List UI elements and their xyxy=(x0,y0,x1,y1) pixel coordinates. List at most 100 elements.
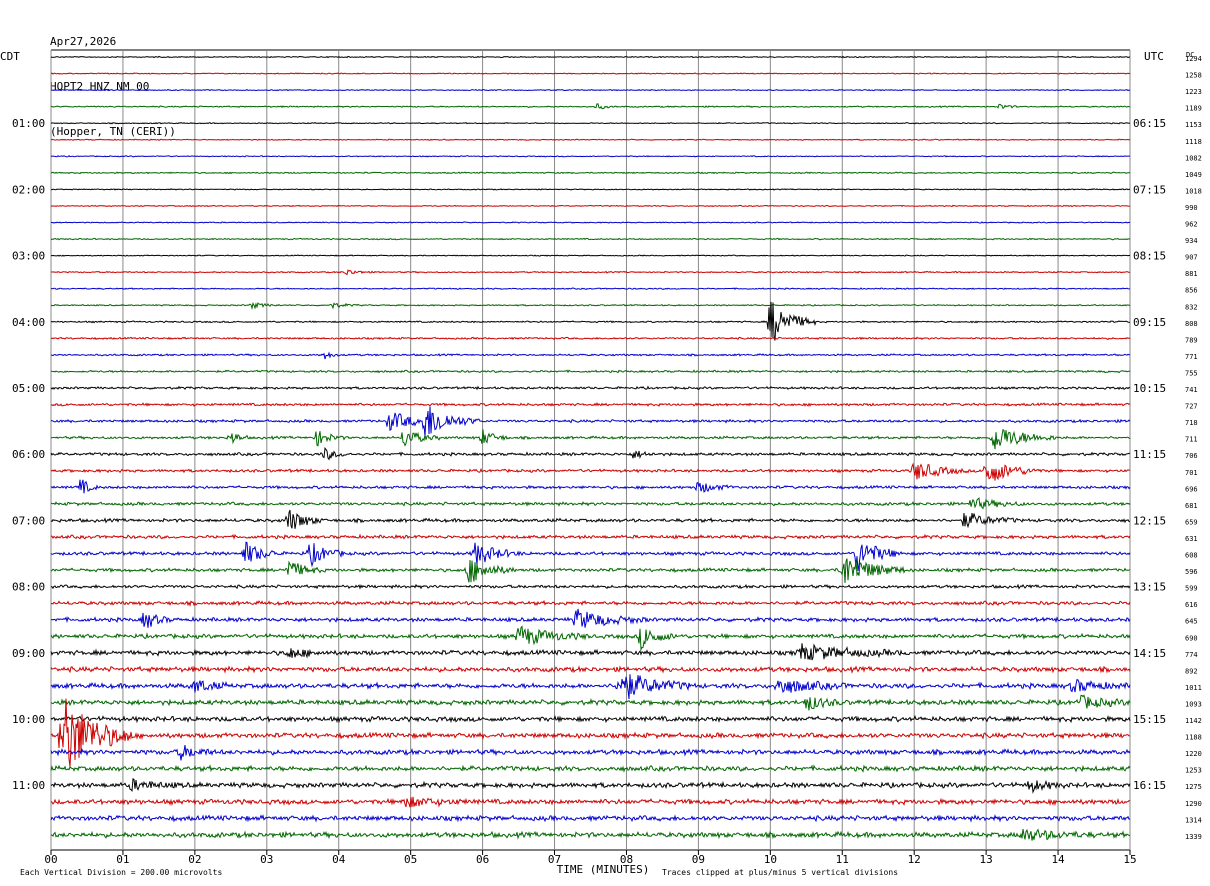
right-hour-label: 09:15 xyxy=(1133,316,1166,329)
dc-value-label: 681 xyxy=(1185,502,1198,510)
right-hour-label: 07:15 xyxy=(1133,183,1166,196)
minute-tick-label: 11 xyxy=(836,853,849,866)
right-hour-label: 11:15 xyxy=(1133,448,1166,461)
left-hour-label: 04:00 xyxy=(12,316,45,329)
minute-tick-label: 06 xyxy=(476,853,489,866)
trace-line xyxy=(50,55,1131,59)
trace-line xyxy=(50,188,1131,191)
scale-note: Each Vertical Division = 200.00 microvol… xyxy=(20,868,222,877)
trace-line xyxy=(50,336,1131,341)
minute-tick-label: 13 xyxy=(980,853,993,866)
dc-value-label: 962 xyxy=(1185,221,1198,229)
dc-value-label: 645 xyxy=(1185,618,1198,626)
dc-value-label: 1220 xyxy=(1185,750,1202,758)
trace-line xyxy=(50,777,1131,794)
trace-line xyxy=(50,558,1131,584)
dc-value-label: 1314 xyxy=(1185,816,1202,824)
dc-value-label: 1294 xyxy=(1185,55,1202,63)
dc-value-label: 1290 xyxy=(1185,800,1202,808)
dc-value-label: 690 xyxy=(1185,634,1198,642)
dc-value-label: 1118 xyxy=(1185,138,1202,146)
dc-value-label: 808 xyxy=(1185,320,1198,328)
seismic-traces xyxy=(50,55,1131,841)
trace-line xyxy=(50,599,1131,607)
minute-tick-label: 09 xyxy=(692,853,705,866)
trace-line xyxy=(50,533,1131,540)
dc-value-label: 1082 xyxy=(1185,154,1202,162)
minute-tick-label: 04 xyxy=(332,853,346,866)
dc-value-label: 934 xyxy=(1185,237,1198,245)
dc-value-label: 771 xyxy=(1185,353,1198,361)
trace-line xyxy=(50,103,1131,110)
trace-line xyxy=(50,155,1131,158)
trace-line xyxy=(50,541,1131,572)
dc-value-label: 774 xyxy=(1185,651,1198,659)
trace-line xyxy=(50,204,1131,208)
trace-line xyxy=(50,138,1131,141)
dc-value-label: 727 xyxy=(1185,403,1198,411)
minute-tick-label: 07 xyxy=(548,853,561,866)
dc-value-label: 1189 xyxy=(1185,105,1202,113)
right-hour-label: 12:15 xyxy=(1133,514,1166,527)
station-location: (Hopper, TN (CERI)) xyxy=(50,125,176,138)
dc-value-label: 741 xyxy=(1185,386,1198,394)
dc-value-label: 596 xyxy=(1185,568,1198,576)
trace-line xyxy=(50,764,1131,773)
trace-line xyxy=(50,608,1131,628)
dc-value-label: 1093 xyxy=(1185,700,1202,708)
trace-line xyxy=(50,462,1130,481)
minute-tick-label: 08 xyxy=(620,853,633,866)
right-hour-label: 10:15 xyxy=(1133,382,1166,395)
trace-line xyxy=(50,301,1131,341)
trace-line xyxy=(50,674,1131,699)
right-hour-label: 08:15 xyxy=(1133,250,1166,263)
trace-line xyxy=(50,254,1131,257)
dc-value-label: 789 xyxy=(1185,336,1198,344)
right-hour-label: 13:15 xyxy=(1133,581,1166,594)
trace-line xyxy=(50,583,1131,590)
dc-value-label: 616 xyxy=(1185,601,1198,609)
right-hour-label: 15:15 xyxy=(1133,713,1166,726)
dc-value-label: 907 xyxy=(1185,254,1198,262)
dc-value-label: 1049 xyxy=(1185,171,1202,179)
recording-date: Apr27,2026 xyxy=(50,35,117,48)
dc-value-label: 881 xyxy=(1185,270,1198,278)
dc-value-label: 1253 xyxy=(1185,767,1202,775)
minute-tick-label: 02 xyxy=(188,853,201,866)
trace-line xyxy=(50,509,1131,529)
left-hour-label: 02:00 xyxy=(12,183,45,196)
clip-note: Traces clipped at plus/minus 5 vertical … xyxy=(662,868,898,877)
dc-value-label: 718 xyxy=(1185,419,1198,427)
dc-value-label: 706 xyxy=(1185,452,1198,460)
dc-value-label: 696 xyxy=(1185,485,1198,493)
trace-line xyxy=(50,625,1131,652)
dc-value-label: 990 xyxy=(1185,204,1198,212)
trace-line xyxy=(50,402,1131,407)
trace-line xyxy=(50,796,1131,808)
right-hour-label: 14:15 xyxy=(1133,647,1166,660)
left-hour-label: 08:00 xyxy=(12,581,45,594)
trace-line xyxy=(50,171,1131,175)
trace-line xyxy=(50,714,1131,724)
trace-line xyxy=(50,497,1131,510)
trace-line xyxy=(50,828,1131,841)
dc-value-label: 1153 xyxy=(1185,121,1202,129)
trace-line xyxy=(50,72,1131,75)
minute-tick-label: 00 xyxy=(44,853,57,866)
dc-value-label: 701 xyxy=(1185,469,1198,477)
dc-value-label: 755 xyxy=(1185,369,1198,377)
minute-tick-label: 10 xyxy=(764,853,777,866)
trace-line xyxy=(50,694,1131,711)
dc-value-label: 1018 xyxy=(1185,187,1202,195)
minute-tick-label: 12 xyxy=(908,853,921,866)
left-hour-label: 06:00 xyxy=(12,448,45,461)
minute-tick-label: 03 xyxy=(260,853,273,866)
trace-line xyxy=(50,351,1131,360)
trace-line xyxy=(50,237,1131,241)
trace-line xyxy=(50,745,1131,761)
left-hour-label: 03:00 xyxy=(12,250,45,263)
left-hour-label: 11:00 xyxy=(12,779,45,792)
trace-line xyxy=(50,121,1131,125)
right-timezone-label: UTC xyxy=(1144,50,1164,63)
